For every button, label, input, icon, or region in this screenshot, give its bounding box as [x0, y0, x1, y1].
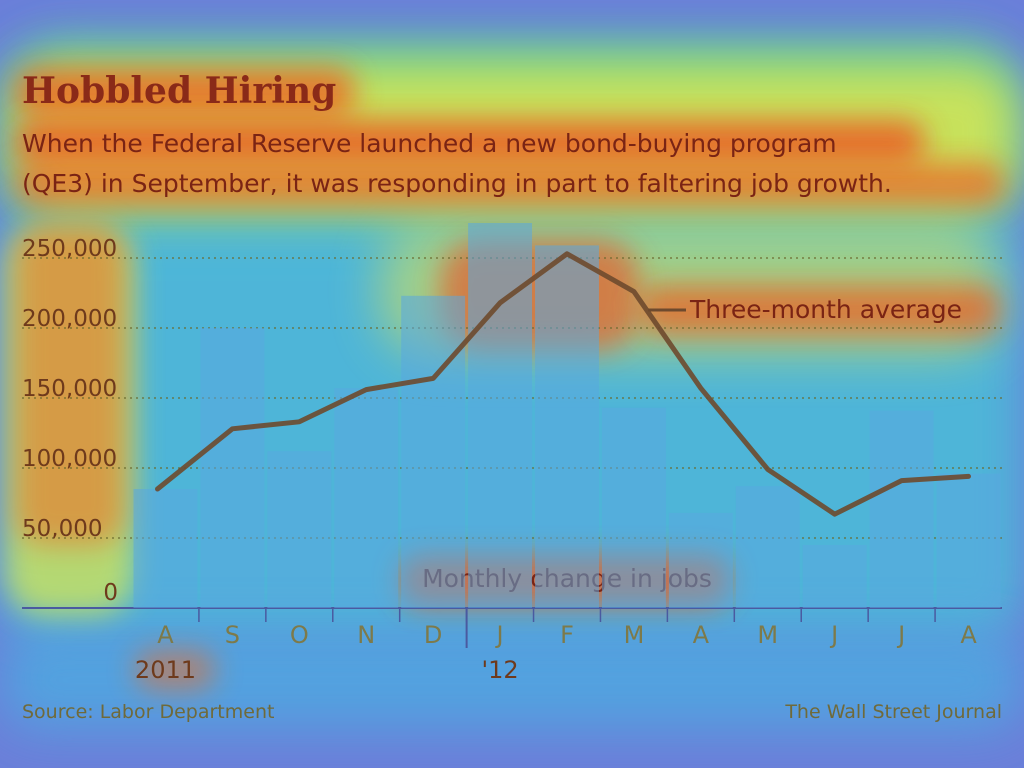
- bar: [535, 245, 599, 608]
- heat-red-title: [15, 68, 355, 116]
- bar: [267, 451, 332, 608]
- heat-red-subtitle2: [15, 162, 1005, 206]
- bar: [735, 486, 800, 608]
- y-tick-label: 200,000: [22, 306, 117, 332]
- x-tick-label: N: [357, 621, 375, 649]
- heat-red-legend: [640, 285, 1000, 335]
- bar: [802, 545, 867, 608]
- bar: [334, 388, 399, 608]
- x-tick-label: F: [560, 621, 574, 649]
- x-tick-label: O: [290, 621, 309, 649]
- x-axis-ticks: A S O N D J F M A M J J A 2011 '12: [135, 608, 977, 684]
- x-tick-label: S: [225, 621, 240, 649]
- publisher-credit: The Wall Street Journal: [784, 701, 1002, 723]
- bars-monthly-change: [133, 223, 1001, 608]
- heat-red-subtitle1: [15, 120, 925, 164]
- bar: [601, 407, 666, 608]
- bar: [869, 410, 934, 608]
- x-tick-label: D: [424, 621, 442, 649]
- y-axis-ticks: 0 50,000 100,000 150,000 200,000 250,000: [22, 236, 118, 606]
- heat-glow-footer: [0, 630, 1024, 730]
- x-tick-label: A: [693, 621, 710, 649]
- chart-subtitle-line-1: When the Federal Reserve launched a new …: [22, 129, 837, 158]
- bar: [668, 512, 733, 608]
- bar: [200, 328, 265, 608]
- x-tick-label: J: [495, 621, 504, 649]
- x-tick-label: J: [829, 621, 838, 649]
- bar: [133, 489, 198, 608]
- line-three-month-average: [155, 251, 971, 517]
- heat-red-yaxis: [15, 225, 125, 545]
- x-tick-label: M: [624, 621, 645, 649]
- y-tick-label: 250,000: [22, 236, 117, 262]
- chart-subtitle-line-2: (QE3) in September, it was responding in…: [22, 169, 892, 198]
- x-tick-label: A: [960, 621, 977, 649]
- y-tick-label: 50,000: [22, 516, 102, 542]
- year-label: 2011: [135, 656, 196, 684]
- chart-title: Hobbled Hiring: [22, 70, 336, 112]
- bar: [468, 223, 533, 608]
- y-tick-label: 150,000: [22, 376, 117, 402]
- legend-three-month-average: Three-month average: [689, 295, 962, 324]
- y-tick-label: 100,000: [22, 446, 117, 472]
- heat-red-year: [135, 650, 215, 690]
- x-tick-label: J: [896, 621, 905, 649]
- y-tick-label: 0: [103, 580, 118, 606]
- source-note: Source: Labor Department: [22, 701, 274, 723]
- bar: [401, 295, 466, 608]
- bar: [936, 473, 1001, 608]
- x-tick-label: A: [157, 621, 174, 649]
- year-label: '12: [482, 656, 519, 684]
- x-tick-label: M: [757, 621, 778, 649]
- series-line: [155, 251, 971, 517]
